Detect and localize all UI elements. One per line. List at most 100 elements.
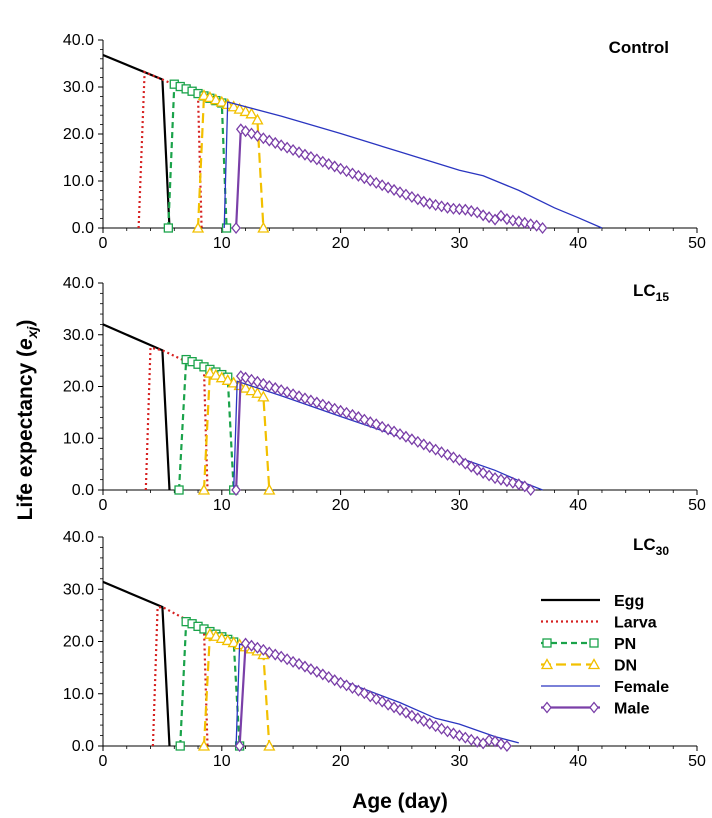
x-tick-label: 50 — [688, 497, 706, 514]
y-tick-label: 0.0 — [72, 738, 94, 755]
dn-point — [221, 634, 234, 646]
male-point — [508, 214, 518, 227]
legend-item-larva: Larva — [541, 615, 657, 632]
pn-point — [174, 485, 184, 495]
x-tick-label: 20 — [332, 497, 350, 514]
male-point — [484, 734, 494, 747]
y-tick-label: 30.0 — [63, 79, 94, 96]
y-tick-label: 10.0 — [63, 430, 94, 447]
egg-line — [102, 580, 171, 747]
dn-point — [209, 93, 222, 105]
dn-point — [245, 384, 258, 396]
male-point — [519, 480, 530, 493]
egg-line — [102, 323, 171, 491]
dn-point — [203, 366, 217, 378]
y-tick-label: 40.0 — [63, 275, 94, 292]
legend-marker — [589, 638, 599, 648]
male-point — [490, 213, 500, 226]
dn-point — [197, 739, 211, 751]
female-line — [223, 101, 603, 229]
x-tick-label: 40 — [569, 235, 587, 252]
dn-point — [263, 483, 276, 495]
legend-item-pn: PN — [541, 636, 636, 653]
y-tick-label: 0.0 — [72, 482, 94, 499]
dn-point — [191, 221, 205, 233]
dn-point — [239, 105, 252, 117]
dn-point — [203, 91, 217, 102]
x-tick-label: 20 — [332, 235, 350, 252]
dn-point — [263, 739, 276, 751]
x-tick-label: 30 — [451, 235, 469, 252]
dn-point — [227, 100, 240, 112]
dn-point — [215, 632, 228, 644]
y-axis-label: Life expectancy (exj) — [14, 320, 40, 521]
x-tick-label: 10 — [213, 753, 231, 770]
dn-point — [245, 107, 258, 119]
x-tick-label: 50 — [688, 235, 706, 252]
y-tick-label: 40.0 — [63, 32, 94, 49]
series-male — [231, 370, 536, 497]
legend-label: Larva — [614, 615, 657, 632]
male-point — [234, 739, 245, 753]
pn-point — [163, 223, 173, 233]
dn-point — [215, 95, 228, 107]
legend-item-egg: Egg — [541, 593, 644, 610]
x-tick-label: 40 — [569, 497, 587, 514]
legend-marker — [587, 658, 601, 670]
legend-item-male: Male — [541, 701, 650, 718]
series-egg — [102, 323, 171, 491]
male-point — [537, 221, 548, 235]
series-female — [223, 101, 603, 229]
legend-label: Egg — [614, 593, 644, 610]
dn-point — [233, 102, 246, 114]
dn-point — [197, 483, 211, 495]
x-tick-label: 0 — [99, 753, 108, 770]
dn-point — [251, 386, 264, 398]
larva-line — [137, 70, 203, 229]
series-male — [231, 123, 548, 235]
dn-point — [251, 113, 264, 125]
pn-point — [175, 741, 185, 751]
y-tick-label: 10.0 — [63, 173, 94, 190]
dn-point — [209, 368, 222, 380]
dn-point — [227, 636, 240, 648]
dn-point — [215, 371, 228, 383]
y-tick-label: 20.0 — [63, 126, 94, 143]
y-tick-label: 20.0 — [63, 634, 94, 651]
x-tick-label: 40 — [569, 753, 587, 770]
series-dn — [191, 89, 270, 233]
y-tick-label: 0.0 — [72, 220, 94, 237]
legend-item-female: Female — [541, 679, 669, 696]
dn-point — [257, 390, 270, 402]
male-point — [231, 221, 241, 235]
legend-marker — [542, 638, 552, 648]
legend-label: Female — [614, 679, 669, 696]
series-larva — [144, 346, 209, 491]
legend-marker — [542, 701, 552, 714]
legend: Egg Larva PN DN Female Male — [540, 593, 669, 718]
x-tick-label: 30 — [451, 497, 469, 514]
dn-point — [239, 381, 252, 393]
y-tick-label: 20.0 — [63, 379, 94, 396]
dn-point — [203, 627, 217, 639]
dn-point — [209, 629, 222, 641]
male-point — [502, 739, 512, 753]
larva-line — [144, 346, 209, 491]
legend-marker — [589, 701, 599, 714]
male-point — [442, 201, 453, 214]
y-tick-label: 40.0 — [63, 529, 94, 546]
x-tick-label: 0 — [99, 497, 108, 514]
legend-item-dn: DN — [540, 658, 637, 675]
x-tick-label: 50 — [688, 753, 706, 770]
legend-label: PN — [614, 636, 636, 653]
panel-2: 0.0 10.0 20.0 30.0 40.0 0 10 20 30 40 50 LC15 — [63, 275, 706, 514]
x-axis-label: Age (day) — [352, 790, 448, 813]
panel-label: LC15 — [633, 281, 669, 304]
panel-label: Control — [609, 38, 669, 57]
series-larva — [137, 70, 203, 229]
y-tick-label: 30.0 — [63, 327, 94, 344]
male-point — [231, 483, 241, 497]
x-tick-label: 10 — [213, 497, 231, 514]
